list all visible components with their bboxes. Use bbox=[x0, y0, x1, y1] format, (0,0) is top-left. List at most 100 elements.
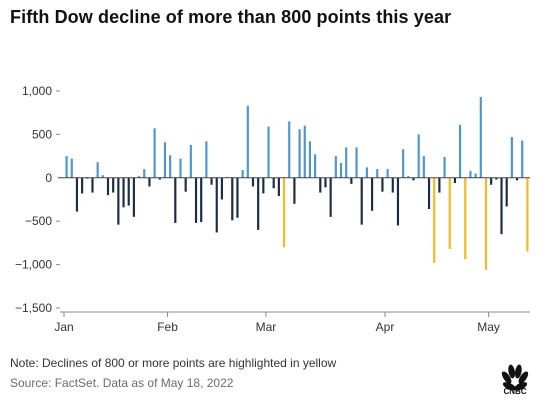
bar bbox=[360, 177, 363, 225]
bar bbox=[91, 177, 94, 193]
bar bbox=[137, 176, 141, 178]
bar bbox=[169, 155, 172, 178]
chart-title: Fifth Dow decline of more than 800 point… bbox=[10, 7, 452, 27]
cnbc-peacock-logo: CNBC bbox=[496, 363, 534, 396]
peacock-icon: CNBC bbox=[501, 364, 529, 396]
bar bbox=[143, 169, 146, 178]
cnbc-wordmark: CNBC bbox=[503, 387, 526, 395]
bar bbox=[132, 177, 135, 217]
bar bbox=[282, 177, 286, 248]
bar bbox=[153, 128, 156, 178]
bar bbox=[438, 177, 441, 193]
bar bbox=[386, 169, 389, 178]
chart-note: Note: Declines of 800 or more points are… bbox=[10, 356, 337, 370]
bar bbox=[370, 177, 374, 211]
y-axis: 1,000 500 0 −500 −1,000 −1,500 bbox=[15, 84, 60, 315]
bar bbox=[319, 177, 322, 193]
bar bbox=[402, 149, 405, 178]
bar bbox=[521, 140, 524, 178]
bar-series bbox=[65, 97, 529, 270]
bar bbox=[106, 177, 110, 196]
bar bbox=[448, 177, 451, 249]
bar bbox=[396, 177, 400, 226]
bar bbox=[474, 173, 477, 178]
bar bbox=[189, 144, 192, 178]
bar bbox=[262, 177, 265, 194]
bar bbox=[443, 156, 446, 178]
bar bbox=[75, 177, 79, 212]
bar bbox=[526, 177, 529, 252]
bar bbox=[334, 156, 337, 178]
bar bbox=[422, 156, 425, 178]
bar bbox=[277, 177, 280, 197]
bar bbox=[96, 162, 99, 178]
bar bbox=[70, 158, 73, 178]
bar bbox=[257, 177, 260, 230]
bar bbox=[174, 177, 177, 223]
bar bbox=[308, 141, 312, 178]
bar bbox=[412, 177, 415, 181]
x-tick-label: Jan bbox=[54, 320, 73, 334]
bar bbox=[101, 175, 104, 178]
bar bbox=[464, 177, 467, 260]
y-tick-label: 0 bbox=[45, 171, 52, 185]
bar bbox=[376, 169, 379, 178]
y-tick-label: 500 bbox=[32, 127, 52, 141]
x-tick-label: Apr bbox=[376, 320, 395, 334]
bar bbox=[267, 126, 270, 178]
bar bbox=[236, 177, 239, 218]
bar bbox=[510, 137, 513, 178]
bar bbox=[251, 177, 255, 187]
bar bbox=[427, 177, 431, 210]
bar bbox=[65, 156, 68, 178]
bar bbox=[179, 158, 182, 178]
bar bbox=[288, 121, 291, 178]
bar bbox=[293, 177, 296, 204]
bar bbox=[127, 177, 130, 206]
bar bbox=[407, 176, 410, 178]
chart-source: Source: FactSet. Data as of May 18, 2022 bbox=[10, 376, 234, 390]
bar bbox=[298, 129, 301, 178]
bar bbox=[210, 177, 213, 185]
bar bbox=[112, 177, 115, 193]
bar bbox=[350, 177, 353, 184]
bar bbox=[484, 177, 488, 270]
bar bbox=[459, 124, 462, 178]
bar bbox=[345, 147, 348, 178]
y-tick-label: −1,000 bbox=[15, 258, 52, 272]
bar bbox=[246, 105, 249, 178]
bar bbox=[391, 177, 394, 193]
bar bbox=[303, 125, 306, 178]
x-tick-label: Feb bbox=[157, 320, 178, 334]
bar bbox=[500, 177, 503, 235]
bar bbox=[324, 177, 327, 188]
bar bbox=[122, 177, 125, 208]
bar bbox=[365, 167, 368, 178]
y-tick-label: 1,000 bbox=[22, 84, 52, 98]
bar bbox=[490, 177, 493, 185]
bar bbox=[220, 177, 223, 200]
bar bbox=[355, 147, 358, 178]
x-axis: Jan Feb Mar Apr May bbox=[54, 311, 530, 334]
bar bbox=[241, 169, 244, 178]
bar bbox=[272, 177, 275, 189]
bar bbox=[314, 154, 317, 178]
bar bbox=[417, 134, 420, 178]
bar bbox=[215, 177, 218, 233]
bar bbox=[205, 141, 208, 178]
bar bbox=[329, 177, 332, 217]
bar bbox=[184, 177, 187, 192]
bar bbox=[433, 177, 436, 263]
bar bbox=[469, 170, 472, 178]
x-tick-label: Mar bbox=[256, 320, 277, 334]
bar-chart: 1,000 500 0 −500 −1,000 −1,500 Jan Feb Mar Apr Ma… bbox=[15, 84, 530, 334]
bar bbox=[339, 163, 343, 178]
bar bbox=[117, 177, 120, 225]
bar bbox=[479, 97, 482, 178]
x-tick-label: May bbox=[477, 320, 500, 334]
bar bbox=[453, 177, 456, 184]
y-tick-label: −1,500 bbox=[15, 301, 52, 315]
bar bbox=[158, 177, 161, 180]
bar bbox=[194, 177, 198, 223]
bar bbox=[505, 177, 508, 207]
